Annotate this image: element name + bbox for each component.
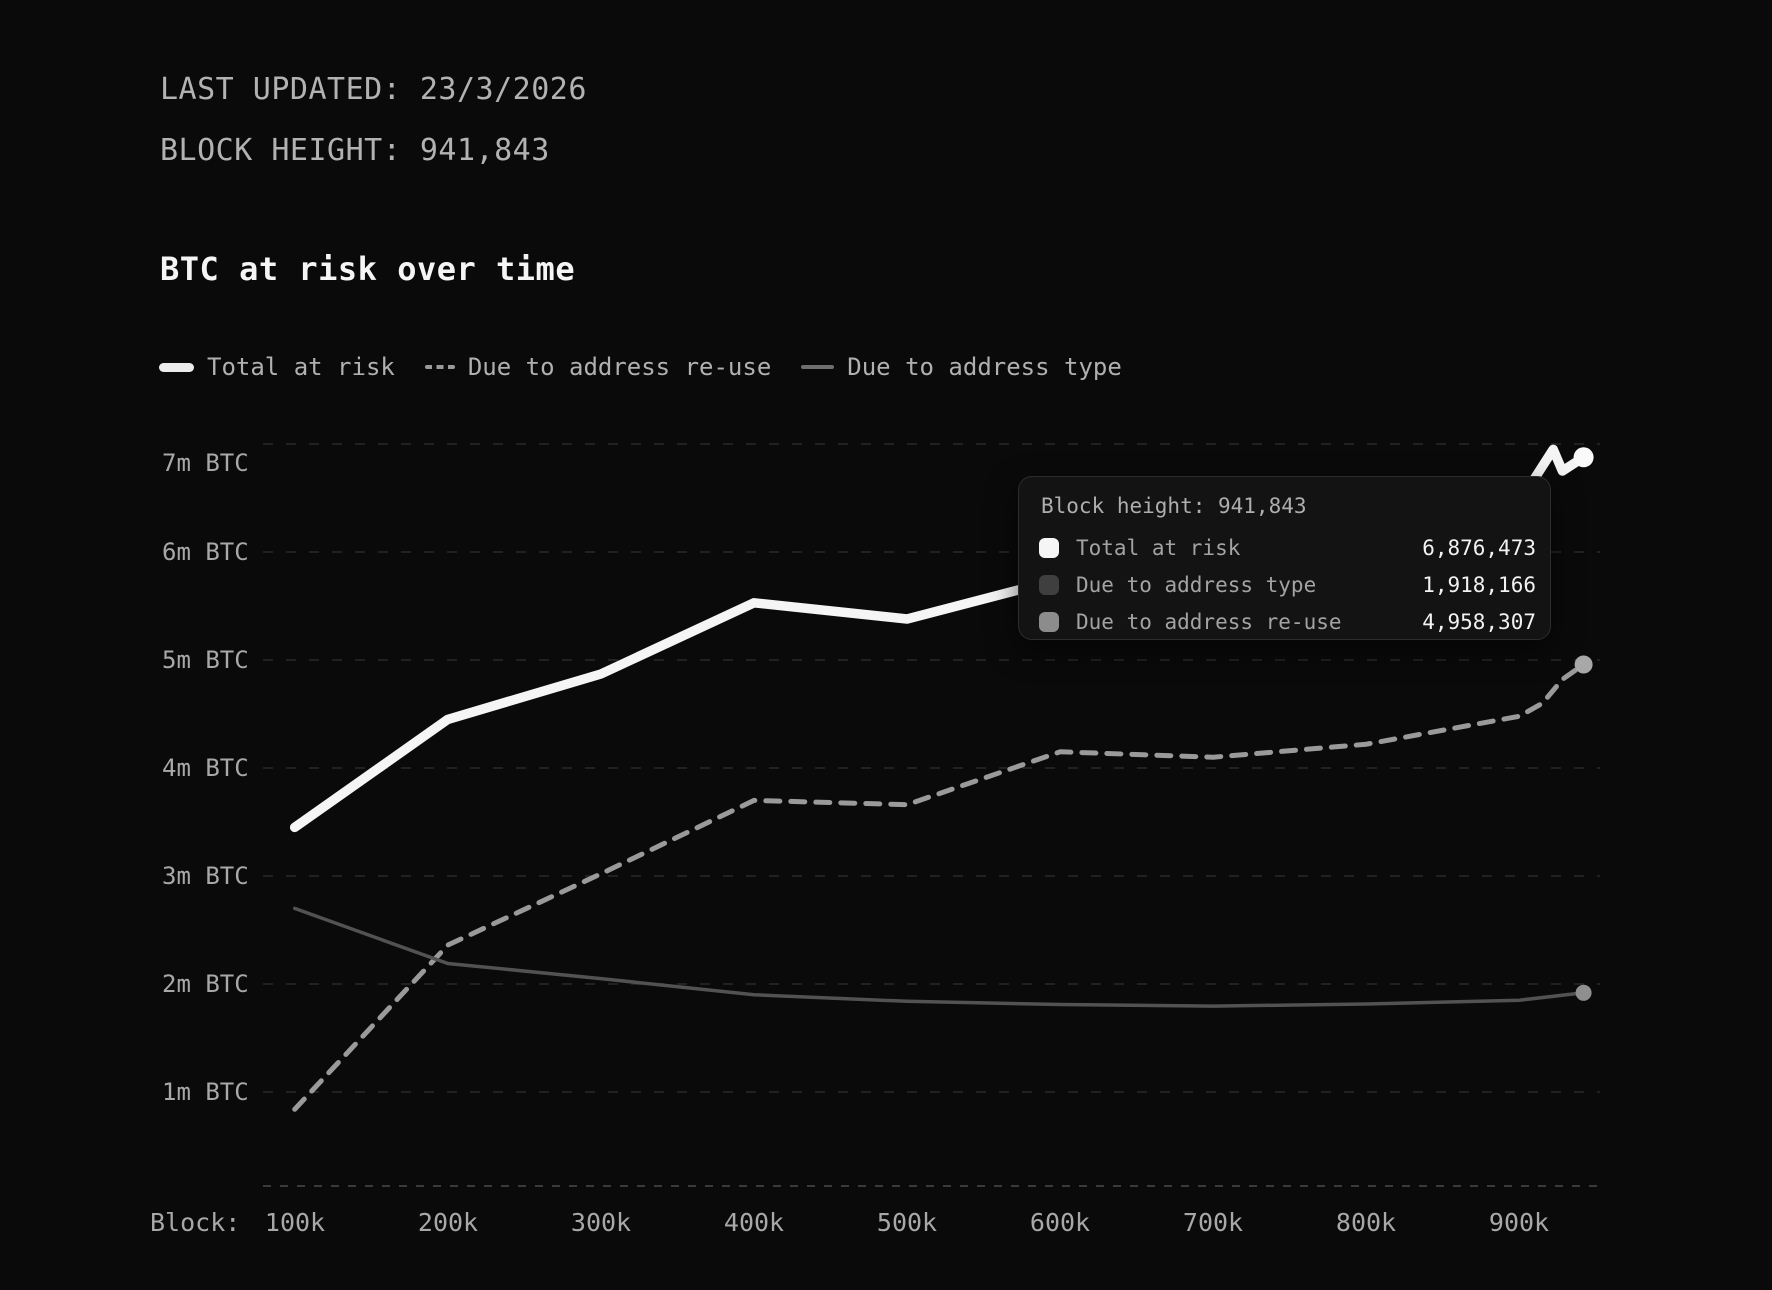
x-tick-800k: 800k — [1335, 1208, 1397, 1237]
x-axis-prefix: Block: — [150, 1208, 241, 1237]
y-tick-7m: 7m BTC — [162, 449, 249, 477]
tooltip-value: 4,958,307 — [1422, 610, 1536, 634]
page-title: BTC at risk over time — [160, 250, 576, 288]
solid-thick-line-icon — [159, 362, 194, 372]
series-endpoint-dot — [1575, 984, 1592, 1001]
legend-item-address-type[interactable]: Due to address type — [801, 353, 1122, 381]
thin-line-icon — [801, 365, 835, 369]
y-tick-2m: 2m BTC — [162, 970, 249, 998]
y-tick-1m: 1m BTC — [162, 1078, 249, 1106]
x-tick-600k: 600k — [1029, 1208, 1091, 1237]
total-at-risk-swatch-icon — [1039, 538, 1059, 558]
x-tick-900k: 900k — [1488, 1208, 1550, 1237]
y-tick-5m: 5m BTC — [162, 646, 249, 674]
chart-legend: Total at risk Due to address re-use Due … — [159, 352, 1122, 382]
block-height-value: 941,843 — [419, 133, 550, 168]
block-height-line: BLOCK HEIGHT: 941,843 — [160, 133, 550, 168]
legend-label: Due to address re-use — [467, 353, 772, 381]
last-updated-line: LAST UPDATED: 23/3/2026 — [160, 72, 587, 107]
series-endpoint-dot — [1574, 655, 1593, 674]
legend-item-total-at-risk[interactable]: Total at risk — [159, 353, 395, 381]
legend-label: Total at risk — [207, 353, 395, 381]
x-tick-300k: 300k — [570, 1208, 632, 1237]
tooltip-header: Block height: 941,843 — [1041, 494, 1307, 518]
x-tick-700k: 700k — [1182, 1208, 1244, 1237]
gridlines — [263, 443, 1600, 1093]
block-height-label: BLOCK HEIGHT: — [160, 133, 402, 168]
tooltip-value: 1,918,166 — [1422, 573, 1536, 597]
tooltip-label: Due to address re-use — [1076, 610, 1342, 634]
last-updated-label: LAST UPDATED: — [160, 72, 402, 107]
y-tick-6m: 6m BTC — [162, 538, 249, 566]
legend-label: Due to address type — [847, 353, 1122, 381]
tooltip-row-address-type: Due to address type 1,918,166 — [1039, 573, 1536, 597]
address-reuse-swatch-icon — [1039, 612, 1059, 632]
x-tick-400k: 400k — [723, 1208, 785, 1237]
chart-tooltip: Block height: 941,843 Total at risk 6,87… — [1018, 476, 1551, 640]
x-tick-200k: 200k — [417, 1208, 479, 1237]
series-line-due-to-address-type — [292, 906, 1586, 1008]
tooltip-row-address-reuse: Due to address re-use 4,958,307 — [1039, 610, 1536, 634]
x-tick-500k: 500k — [876, 1208, 938, 1237]
tooltip-row-total: Total at risk 6,876,473 — [1039, 536, 1536, 560]
series-line-due-to-address-re-use — [292, 662, 1587, 1112]
tooltip-label: Total at risk — [1076, 536, 1241, 560]
last-updated-value: 23/3/2026 — [419, 72, 587, 107]
address-type-swatch-icon — [1039, 575, 1059, 595]
dashed-line-icon — [424, 365, 455, 369]
legend-item-address-reuse[interactable]: Due to address re-use — [424, 353, 772, 381]
tooltip-label: Due to address type — [1076, 573, 1317, 597]
y-tick-4m: 4m BTC — [162, 754, 249, 782]
x-tick-100k: 100k — [264, 1208, 326, 1237]
tooltip-value: 6,876,473 — [1422, 536, 1536, 560]
series-endpoint-dot — [1573, 447, 1594, 468]
y-tick-3m: 3m BTC — [162, 862, 249, 890]
